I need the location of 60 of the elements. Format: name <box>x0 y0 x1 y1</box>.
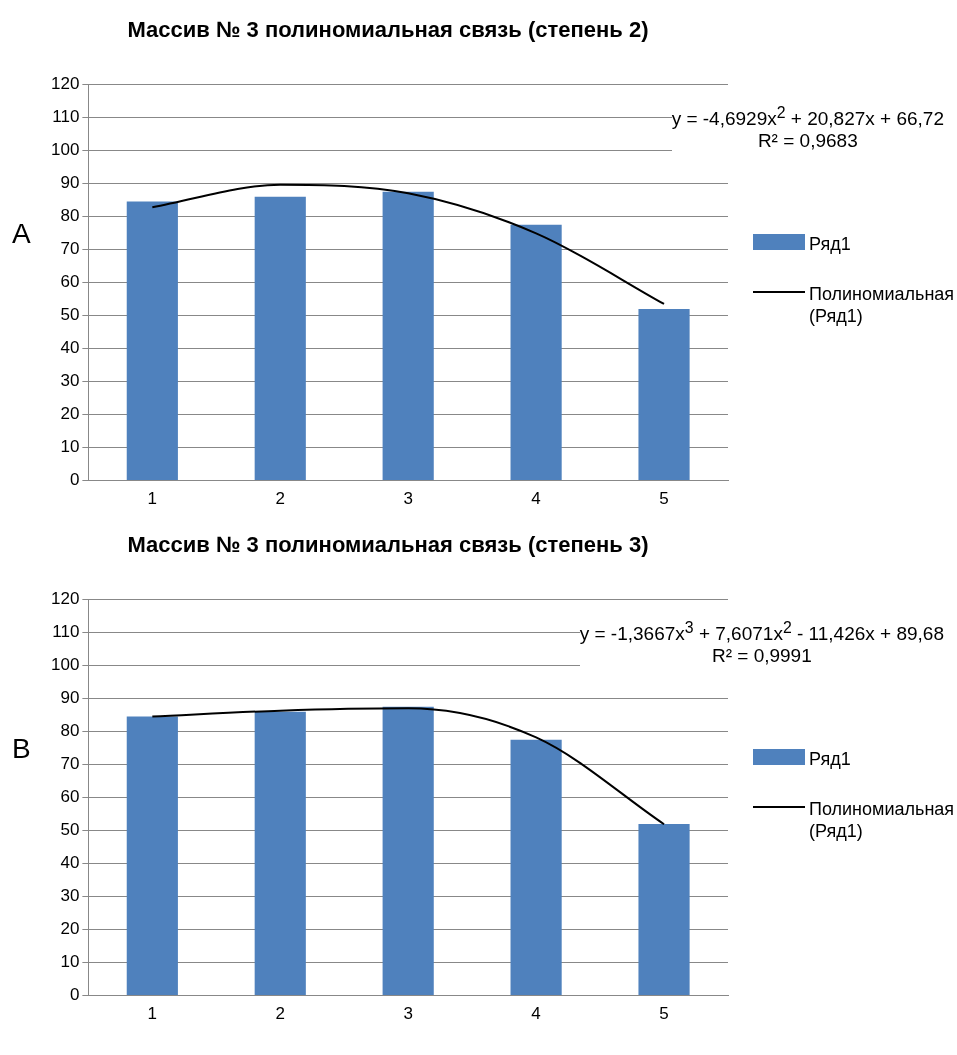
annotation: y = -4,6929x$^{2}$ + 20,827x + 66,72 <box>671 104 944 131</box>
x-tick-label: 4 <box>531 1004 541 1024</box>
y-tick-label: 40 <box>60 338 80 358</box>
text: A <box>12 218 31 250</box>
x-tick-label: 4 <box>531 489 541 509</box>
y-tick-label: 90 <box>60 688 80 708</box>
y-tick-label: 110 <box>52 107 80 127</box>
bar <box>510 224 562 481</box>
x-tick-label: 2 <box>275 489 285 509</box>
y-tick-label: 50 <box>60 305 80 325</box>
y-tick-label: 120 <box>50 74 80 94</box>
y-tick-label: 90 <box>60 173 80 193</box>
y-tick-label: 100 <box>50 140 80 160</box>
text: R² = 0,9683 <box>756 130 859 153</box>
y-tick-label: 80 <box>60 721 80 741</box>
legend-label: Ряд1 <box>809 233 851 255</box>
x-tick-label: 3 <box>403 489 413 509</box>
legend-label: Ряд1 <box>809 748 851 770</box>
y-tick-label: 20 <box>60 404 80 424</box>
y-tick-label: 100 <box>50 655 80 675</box>
y-tick-label: 0 <box>69 470 80 490</box>
y-tick-label: 80 <box>60 206 80 226</box>
x-tick-label: 1 <box>147 489 158 509</box>
y-tick-label: 30 <box>60 371 80 391</box>
x-tick-label: 5 <box>659 489 669 509</box>
line-series <box>151 707 666 826</box>
legend-label: Полиномиальная (Ряд1) <box>809 283 955 327</box>
chart-title: Массив № 3 полиномиальная связь (степень 2) <box>127 17 649 43</box>
x-tick-label: 1 <box>147 1004 158 1024</box>
bar <box>254 196 306 481</box>
y-tick-label: 0 <box>69 985 80 1005</box>
bar <box>638 308 690 481</box>
legend-label: Полиномиальная (Ряд1) <box>809 798 955 842</box>
y-tick-label: 70 <box>60 754 80 774</box>
bar <box>638 823 690 996</box>
y-tick-label: 70 <box>60 239 80 259</box>
x-tick-label: 5 <box>659 1004 669 1024</box>
y-tick-label: 40 <box>60 853 80 873</box>
y-tick-label: 10 <box>60 437 80 457</box>
bar <box>382 191 434 481</box>
text: B <box>12 733 31 765</box>
bar <box>126 716 178 996</box>
line-series <box>151 183 666 305</box>
y-tick-label: 60 <box>60 272 80 292</box>
y-tick-label: 50 <box>60 820 80 840</box>
y-tick-label: 30 <box>60 886 80 906</box>
bar <box>510 739 562 996</box>
x-tick-label: 2 <box>275 1004 285 1024</box>
y-tick-label: 120 <box>50 589 80 609</box>
y-tick-label: 110 <box>52 622 80 642</box>
x-tick-label: 3 <box>403 1004 413 1024</box>
y-tick-label: 60 <box>60 787 80 807</box>
bar <box>382 706 434 996</box>
y-tick-label: 10 <box>60 952 80 972</box>
annotation: y = -1,3667x$^{3}$ + 7,6071x$^{2}$ - 11,426x + 89,68 <box>579 619 944 646</box>
y-tick-label: 20 <box>60 919 80 939</box>
bar <box>126 201 178 481</box>
chart-title: Массив № 3 полиномиальная связь (степень 3) <box>127 532 649 558</box>
bar <box>254 711 306 996</box>
annotation: R² = 0,9991 <box>710 645 813 668</box>
